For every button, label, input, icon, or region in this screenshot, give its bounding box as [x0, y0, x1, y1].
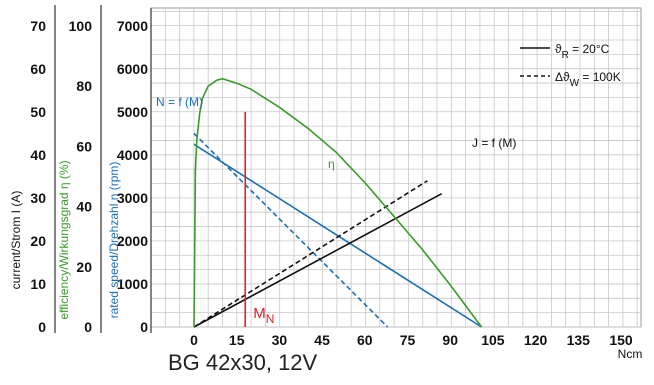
x-tick-label: 105	[481, 332, 505, 348]
x-unit-label: Ncm	[618, 347, 643, 361]
x-tick-label: 90	[442, 332, 458, 348]
y-tick-label-current: 50	[30, 104, 46, 120]
y-tick-label-current: 20	[30, 233, 46, 249]
y-tick-label-current: 0	[38, 319, 46, 335]
x-tick-label: 0	[190, 332, 198, 348]
legend-label-1: ΔϑW = 100K	[555, 70, 621, 89]
y-tick-label-speed: 3000	[117, 190, 148, 206]
y-tick-label-efficiency: 60	[76, 138, 92, 154]
y-axis-title-speed: rated speed/Drehzahl n (rpm)	[107, 162, 121, 319]
x-tick-label: 60	[357, 332, 373, 348]
y-tick-label-current: 30	[30, 190, 46, 206]
x-tick-label: 135	[567, 332, 591, 348]
y-axes: 0 10 20 30 40 50 60 70 current/Strom I (A) 0 20 40 6…	[9, 5, 152, 335]
x-tick-label: 75	[400, 332, 416, 348]
y-tick-label-current: 40	[30, 147, 46, 163]
y-tick-label-speed: 4000	[117, 147, 148, 163]
y-tick-label-current: 60	[30, 61, 46, 77]
rated-torque-marker-subscript: N	[266, 312, 275, 326]
annotations: MN N = f (M) J = f (M) η	[156, 95, 516, 327]
y-tick-label-speed: 7000	[117, 18, 148, 34]
legend-value-0: = 20°C	[569, 42, 610, 56]
x-tick-label: 45	[314, 332, 330, 348]
y-tick-label-efficiency: 100	[69, 18, 93, 34]
series-line-2	[193, 192, 443, 328]
x-tick-label: 120	[524, 332, 548, 348]
legend-subscript-1: W	[570, 78, 580, 89]
y-tick-label-efficiency: 80	[76, 78, 92, 94]
legend-value-1: = 100K	[579, 70, 621, 84]
y-tick-label-efficiency: 0	[84, 319, 92, 335]
x-tick-label: 15	[229, 332, 245, 348]
legend-subscript-0: R	[562, 50, 569, 61]
rated-torque-marker-label: MN	[253, 305, 274, 326]
y-axis-title-current: current/Strom I (A)	[9, 191, 23, 290]
series-line-4	[193, 77, 483, 328]
series-lines	[193, 77, 483, 328]
y-tick-label-speed: 1000	[117, 276, 148, 292]
x-tick-label: 150	[609, 332, 633, 348]
series-label-0: N = f (M)	[156, 95, 203, 109]
y-tick-label-speed: 5000	[117, 104, 148, 120]
y-axis-title-efficiency: efficiency/Wirkungsgrad η (%)	[57, 160, 71, 319]
legend: ϑR = 20°C ΔϑW = 100K	[520, 42, 621, 89]
y-tick-label-efficiency: 40	[76, 199, 92, 215]
y-tick-label-speed: 6000	[117, 61, 148, 77]
y-tick-label-current: 70	[30, 18, 46, 34]
y-tick-label-speed: 2000	[117, 233, 148, 249]
y-tick-label-speed: 0	[140, 319, 148, 335]
y-tick-label-current: 10	[30, 276, 46, 292]
x-tick-label: 30	[272, 332, 288, 348]
series-line-3	[193, 180, 428, 328]
series-label-2: J = f (M)	[472, 136, 516, 150]
y-tick-label-efficiency: 20	[76, 259, 92, 275]
legend-label-0: ϑR = 20°C	[555, 42, 610, 61]
series-line-0	[193, 143, 482, 328]
series-line-1	[193, 132, 389, 328]
chart-caption: BG 42x30, 12V	[168, 350, 318, 375]
series-label-4: η	[328, 157, 335, 171]
